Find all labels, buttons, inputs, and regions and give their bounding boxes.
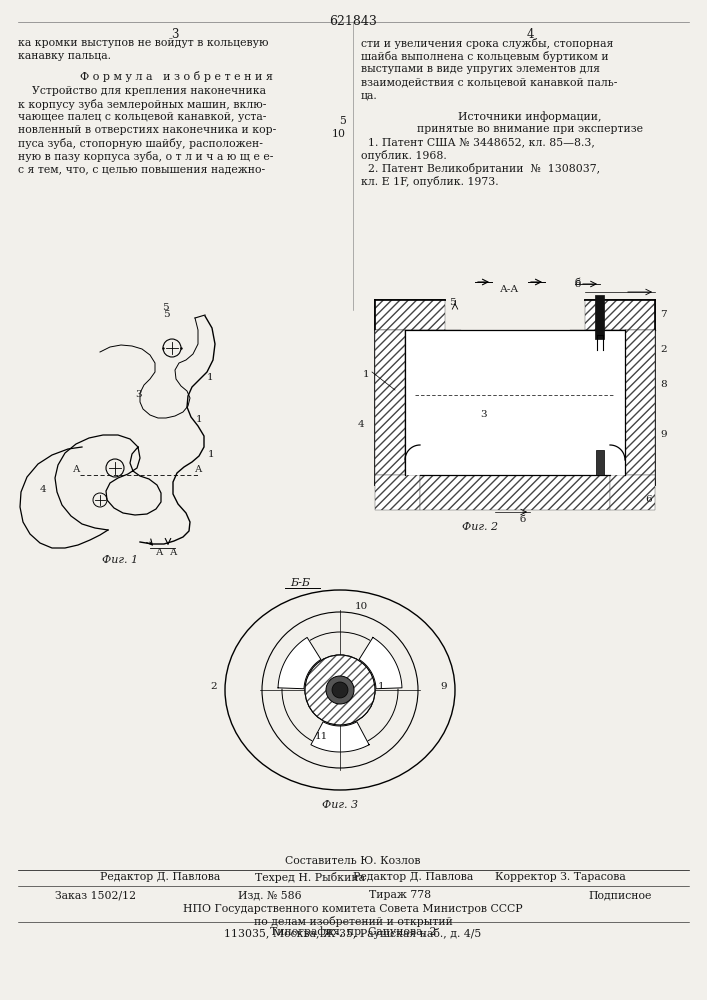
Circle shape xyxy=(326,676,354,704)
Bar xyxy=(420,475,610,510)
Bar xyxy=(585,300,655,330)
Text: 9: 9 xyxy=(440,682,447,691)
Text: 4: 4 xyxy=(358,420,365,429)
Text: А: А xyxy=(195,465,202,474)
Text: 2: 2 xyxy=(660,345,667,354)
Text: Подписное: Подписное xyxy=(588,890,652,900)
Text: А: А xyxy=(156,548,163,557)
Text: Типография, пр. Сапунова, 2: Типография, пр. Сапунова, 2 xyxy=(270,926,436,937)
Text: 1: 1 xyxy=(208,450,215,459)
Text: Фиг. 3: Фиг. 3 xyxy=(322,800,358,810)
Text: 3: 3 xyxy=(480,410,486,419)
Text: чающее палец с кольцевой канавкой, уста-: чающее палец с кольцевой канавкой, уста- xyxy=(18,112,267,122)
Text: 2: 2 xyxy=(210,682,216,691)
Text: 10: 10 xyxy=(332,129,346,139)
Text: сти и увеличения срока службы, стопорная: сти и увеличения срока службы, стопорная xyxy=(361,38,614,49)
Text: 113035, Москва, Ж-35, Раушская наб., д. 4/5: 113035, Москва, Ж-35, Раушская наб., д. … xyxy=(224,928,481,939)
Text: А: А xyxy=(170,548,177,557)
Text: Редактор Д. Павлова: Редактор Д. Павлова xyxy=(353,872,473,882)
Text: Корректор З. Тарасова: Корректор З. Тарасова xyxy=(495,872,626,882)
Text: 8: 8 xyxy=(660,380,667,389)
Text: Техред Н. Рыбкина: Техред Н. Рыбкина xyxy=(255,872,365,883)
Text: Ф о р м у л а   и з о б р е т е н и я: Ф о р м у л а и з о б р е т е н и я xyxy=(80,71,272,82)
Text: ца.: ца. xyxy=(361,90,378,100)
Text: 5: 5 xyxy=(162,303,169,312)
Bar xyxy=(375,330,405,475)
Text: кл. Е 1F, опублик. 1973.: кл. Е 1F, опублик. 1973. xyxy=(361,176,498,187)
Text: к корпусу зуба землеройных машин, вклю-: к корпусу зуба землеройных машин, вклю- xyxy=(18,99,267,110)
Polygon shape xyxy=(278,637,321,689)
Text: 6: 6 xyxy=(645,495,652,504)
Text: Источники информации,: Источники информации, xyxy=(458,111,602,122)
Bar xyxy=(610,475,655,510)
Circle shape xyxy=(326,676,354,704)
Text: канавку пальца.: канавку пальца. xyxy=(18,51,111,61)
Text: 10: 10 xyxy=(355,602,368,611)
Text: 1. Патент США № 3448652, кл. 85—8.3,: 1. Патент США № 3448652, кл. 85—8.3, xyxy=(361,137,595,147)
Text: новленный в отверстиях наконечника и кор-: новленный в отверстиях наконечника и кор… xyxy=(18,125,276,135)
Text: 2. Патент Великобритании  №  1308037,: 2. Патент Великобритании № 1308037, xyxy=(361,163,600,174)
Text: Заказ 1502/12: Заказ 1502/12 xyxy=(55,890,136,900)
Text: Изд. № 586: Изд. № 586 xyxy=(238,890,302,900)
Text: 4: 4 xyxy=(526,28,534,41)
Bar xyxy=(610,475,655,510)
Bar xyxy=(375,475,420,510)
Text: 1: 1 xyxy=(196,415,203,424)
Circle shape xyxy=(305,655,375,725)
Text: 5: 5 xyxy=(339,116,346,126)
Bar xyxy=(625,330,655,475)
Text: 11: 11 xyxy=(315,732,328,741)
Polygon shape xyxy=(311,722,369,752)
Text: принятые во внимание при экспертизе: принятые во внимание при экспертизе xyxy=(417,124,643,134)
Text: Фиг. 2: Фиг. 2 xyxy=(462,522,498,532)
Text: 621843: 621843 xyxy=(329,15,377,28)
Text: взаимодействия с кольцевой канавкой паль-: взаимодействия с кольцевой канавкой паль… xyxy=(361,77,617,87)
Bar xyxy=(420,475,610,510)
Text: Тираж 778: Тираж 778 xyxy=(369,890,431,900)
Text: А-А: А-А xyxy=(501,285,520,294)
Text: А: А xyxy=(73,465,81,474)
Text: шайба выполнена с кольцевым буртиком и: шайба выполнена с кольцевым буртиком и xyxy=(361,51,609,62)
Text: 7: 7 xyxy=(660,310,667,319)
Text: 3: 3 xyxy=(135,390,141,399)
Text: 1: 1 xyxy=(207,373,214,382)
Text: ную в пазу корпуса зуба, о т л и ч а ю щ е е-: ную в пазу корпуса зуба, о т л и ч а ю щ… xyxy=(18,151,274,162)
FancyBboxPatch shape xyxy=(405,330,625,475)
Text: по делам изобретений и открытий: по делам изобретений и открытий xyxy=(254,916,452,927)
Text: 5: 5 xyxy=(449,298,455,307)
Bar xyxy=(375,330,405,475)
Text: опублик. 1968.: опублик. 1968. xyxy=(361,150,447,161)
Bar xyxy=(585,300,655,330)
Text: б: б xyxy=(575,278,581,287)
Text: Составитель Ю. Козлов: Составитель Ю. Козлов xyxy=(285,856,421,866)
Text: Устройство для крепления наконечника: Устройство для крепления наконечника xyxy=(18,86,266,96)
Text: выступами в виде упругих элементов для: выступами в виде упругих элементов для xyxy=(361,64,600,74)
Text: 1: 1 xyxy=(378,682,385,691)
Polygon shape xyxy=(359,637,402,689)
Circle shape xyxy=(332,682,348,698)
Bar xyxy=(375,300,445,330)
Bar xyxy=(596,450,604,475)
Text: 4: 4 xyxy=(40,485,47,494)
Bar xyxy=(625,330,655,475)
Text: 1: 1 xyxy=(363,370,370,379)
Bar xyxy=(375,475,420,510)
Circle shape xyxy=(305,655,375,725)
Text: пуса зуба, стопорную шайбу, расположен-: пуса зуба, стопорную шайбу, расположен- xyxy=(18,138,263,149)
Text: Редактор Д. Павлова: Редактор Д. Павлова xyxy=(100,872,221,882)
Text: Б-Б: Б-Б xyxy=(290,578,310,588)
Text: Фиг. 1: Фиг. 1 xyxy=(102,555,138,565)
Text: 5: 5 xyxy=(163,310,170,319)
Text: НПО Государственного комитета Совета Министров СССР: НПО Государственного комитета Совета Мин… xyxy=(183,904,522,914)
Text: 9: 9 xyxy=(660,430,667,439)
Bar xyxy=(375,300,445,330)
Text: б: б xyxy=(520,515,526,524)
Text: 3: 3 xyxy=(171,28,179,41)
Circle shape xyxy=(332,682,348,698)
Text: ка кромки выступов не войдут в кольцевую: ка кромки выступов не войдут в кольцевую xyxy=(18,38,269,48)
Text: с я тем, что, с целью повышения надежно-: с я тем, что, с целью повышения надежно- xyxy=(18,164,265,174)
Text: б: б xyxy=(575,280,581,289)
